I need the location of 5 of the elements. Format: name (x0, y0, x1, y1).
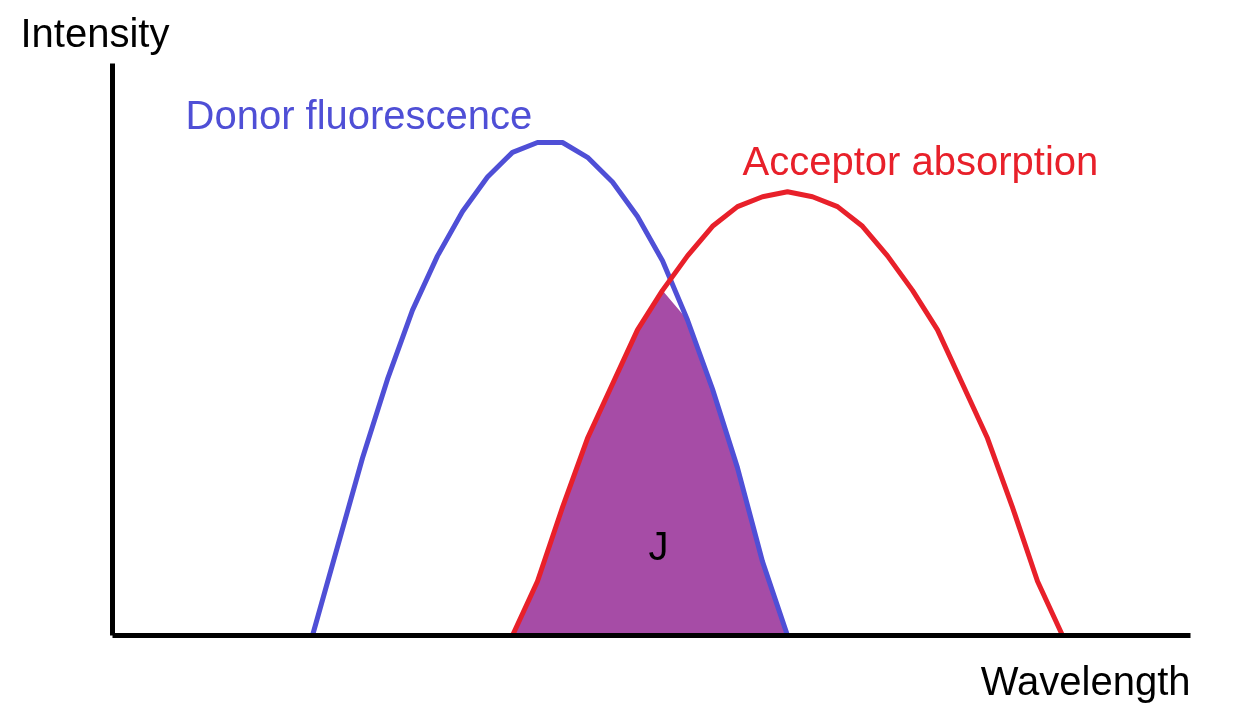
annotation: J (648, 523, 669, 568)
x-axis-title: Wavelength (980, 658, 1191, 703)
y-axis-title: Intensity (20, 10, 170, 55)
series-label: Acceptor absorption (742, 138, 1099, 183)
series-label: Donor fluorescence (185, 92, 533, 137)
